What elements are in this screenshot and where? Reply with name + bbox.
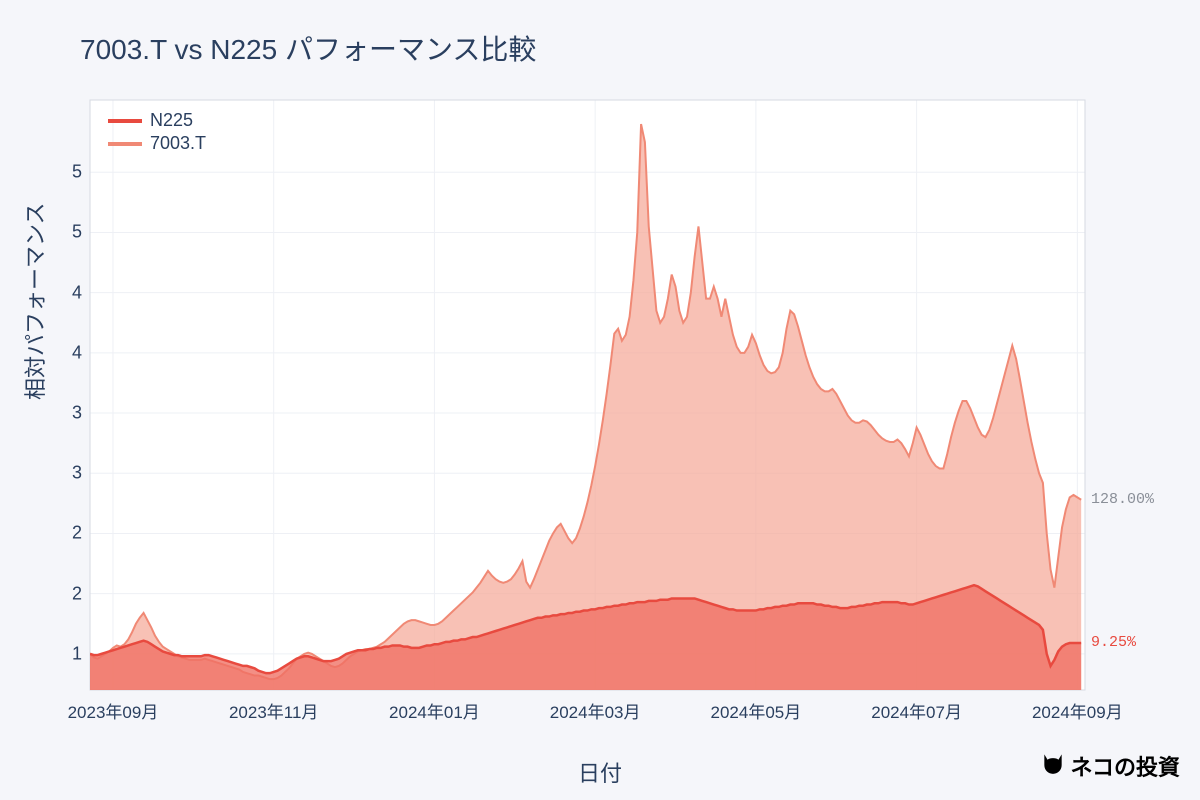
cat-icon [1040, 750, 1066, 782]
x-tick: 2024年07月 [871, 698, 962, 723]
watermark: ネコの投資 [1040, 750, 1180, 782]
x-tick: 2023年09月 [68, 698, 159, 723]
legend-swatch [108, 119, 142, 123]
y-tick: 2 [52, 583, 82, 604]
y-tick: 5 [52, 222, 82, 243]
x-tick: 2024年01月 [389, 698, 480, 723]
y-tick: 4 [52, 282, 82, 303]
y-tick: 3 [52, 403, 82, 424]
legend-label: 7003.T [150, 133, 206, 154]
y-tick: 4 [52, 342, 82, 363]
legend: N2257003.T [108, 110, 206, 156]
x-tick: 2023年11月 [229, 698, 318, 723]
x-tick: 2024年03月 [550, 698, 641, 723]
watermark-text: ネコの投資 [1070, 750, 1180, 782]
y-tick: 5 [52, 162, 82, 183]
x-axis-label: 日付 [578, 756, 622, 788]
legend-label: N225 [150, 110, 193, 131]
series-end-label: 128.00% [1091, 491, 1154, 508]
legend-swatch [108, 142, 142, 146]
y-tick: 2 [52, 523, 82, 544]
y-tick: 3 [52, 463, 82, 484]
x-tick: 2024年05月 [711, 698, 802, 723]
y-tick: 1 [52, 643, 82, 664]
series-end-label: 9.25% [1091, 634, 1136, 651]
legend-item: 7003.T [108, 133, 206, 154]
y-axis-label: 相対パフォーマンス [18, 202, 50, 400]
legend-item: N225 [108, 110, 206, 131]
x-tick: 2024年09月 [1032, 698, 1123, 723]
